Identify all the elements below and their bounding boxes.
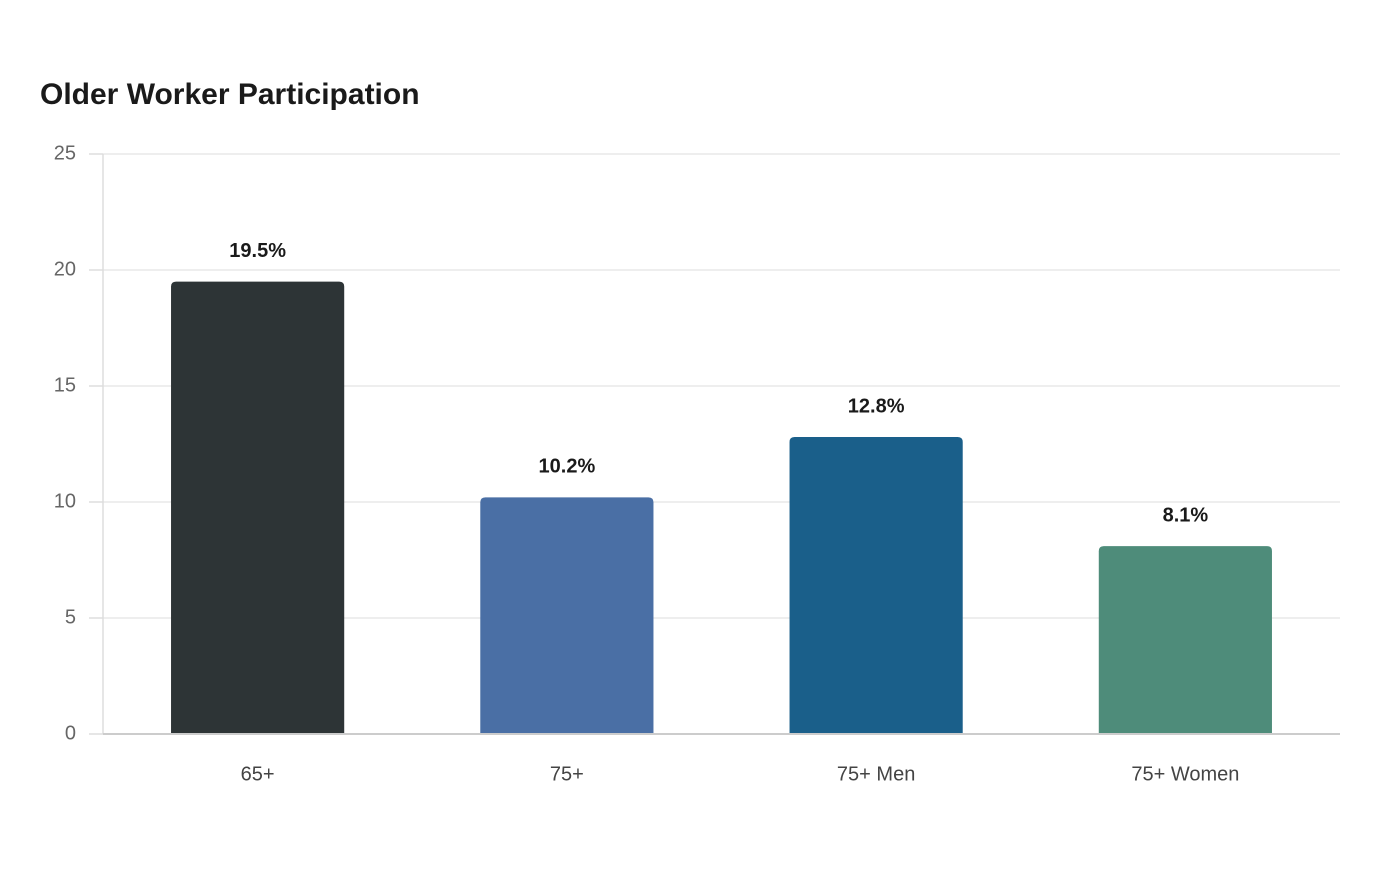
bar bbox=[171, 281, 345, 734]
y-tick-label: 5 bbox=[65, 606, 76, 628]
value-label: 10.2% bbox=[539, 456, 596, 478]
chart-title: Older Worker Participation bbox=[40, 78, 420, 111]
x-tick-label: 75+ Women bbox=[1131, 763, 1239, 785]
value-label: 12.8% bbox=[848, 395, 905, 417]
y-tick-label: 15 bbox=[54, 374, 76, 396]
x-tick-label: 65+ bbox=[241, 763, 275, 785]
value-label: 19.5% bbox=[229, 240, 286, 262]
y-tick-label: 20 bbox=[54, 258, 76, 280]
bar bbox=[789, 437, 963, 734]
bar bbox=[480, 497, 654, 734]
x-tick-label: 75+ Men bbox=[837, 763, 915, 785]
bar bbox=[1098, 546, 1272, 734]
value-label: 8.1% bbox=[1163, 504, 1209, 526]
y-tick-label: 0 bbox=[65, 722, 76, 744]
x-tick-label: 75+ bbox=[550, 763, 584, 785]
y-tick-label: 10 bbox=[54, 490, 76, 512]
y-tick-label: 25 bbox=[54, 142, 76, 164]
